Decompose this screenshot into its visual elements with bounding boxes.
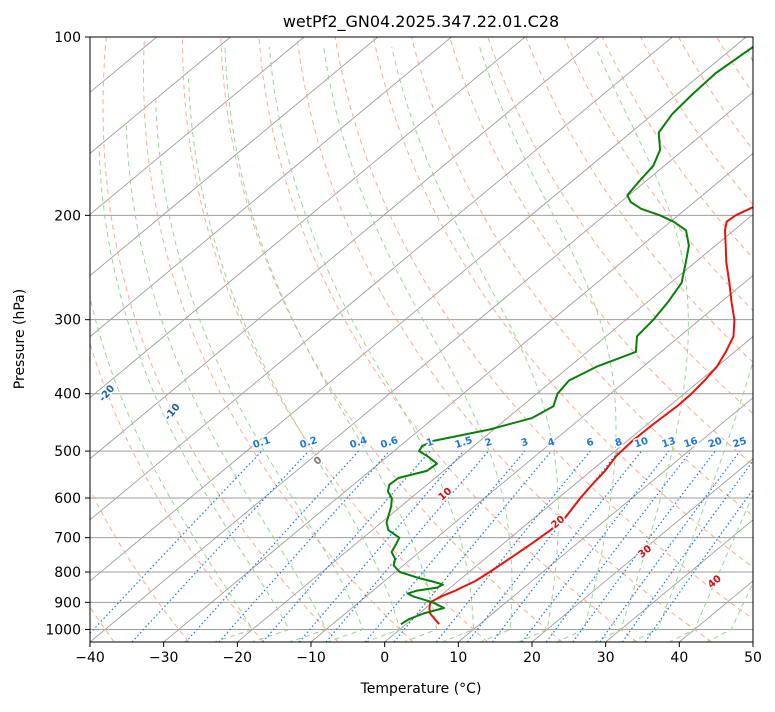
moist-adiabat-line <box>706 47 775 642</box>
y-tick-label: 100 <box>54 30 81 46</box>
mixing-ratio-label: 0.2 <box>299 435 319 451</box>
x-tick-label: 0 <box>380 650 389 666</box>
y-axis-label: Pressure (hPa) <box>12 289 28 389</box>
dry-adiabat-label: -20 <box>97 383 117 404</box>
isotherm-line <box>753 37 775 642</box>
moist-adiabat-line <box>99 151 289 642</box>
x-tick-label: 20 <box>523 650 541 666</box>
dry-adiabat-line <box>259 37 637 642</box>
isotherm-line <box>458 37 775 642</box>
x-axis-label: Temperature (°C) <box>360 681 482 697</box>
dewpoint-profile <box>387 37 768 624</box>
moist-adiabat-line <box>668 47 775 642</box>
mixing-ratio-line <box>546 451 691 642</box>
mixing-ratio-label: 2 <box>484 437 494 450</box>
y-tick-label: 400 <box>54 387 81 403</box>
dry-adiabat-line <box>679 37 775 642</box>
dry-adiabat-line <box>755 37 775 642</box>
mixing-ratio-label: 16 <box>683 436 700 451</box>
isotherm-line <box>90 37 775 642</box>
mixing-ratio-label: 0.4 <box>348 435 368 451</box>
moist-adiabat-line <box>392 47 559 642</box>
isotherm-line <box>0 37 230 642</box>
dry-adiabat-label: -30 <box>32 356 52 377</box>
profile-curves <box>387 37 775 624</box>
mixing-ratio-line <box>600 451 740 642</box>
dry-adiabat-line <box>61 37 264 642</box>
mixing-ratio-line <box>219 451 389 642</box>
mixing-ratio-label: 0.1 <box>252 435 272 451</box>
y-tick-label: 200 <box>54 208 81 224</box>
mixing-ratio-line <box>326 451 489 642</box>
isotherm-line <box>237 37 775 642</box>
dry-adiabat-line <box>183 37 488 642</box>
dry-adiabat-line <box>717 37 775 642</box>
background-lines <box>0 37 775 643</box>
dry-adiabat-label: -10 <box>163 402 183 423</box>
mixing-ratio-label: 4 <box>546 437 556 450</box>
dry-adiabat-line <box>103 37 338 642</box>
mixing-ratio-line <box>263 451 430 642</box>
y-tick-label: 600 <box>54 491 81 507</box>
mixing-ratio-label: 3 <box>520 437 530 450</box>
dry-adiabat-line <box>641 37 775 642</box>
isotherm-line <box>0 37 378 642</box>
dry-adiabat-line <box>335 37 775 642</box>
isotherm-line <box>0 37 451 642</box>
moist-adiabat-label: 30 <box>636 543 654 560</box>
dry-adiabat-line <box>450 37 775 642</box>
y-tick-label: 500 <box>54 444 81 460</box>
mixing-ratio-line <box>132 451 309 642</box>
x-tick-label: 10 <box>449 650 467 666</box>
line-labels: 0.10.20.40.611.52346810131620253036-100-… <box>0 41 775 591</box>
isotherm-line <box>0 37 304 642</box>
isotherm-line <box>679 37 775 642</box>
chart-title: wetPf2_GN04.2025.347.22.01.C28 <box>283 12 559 32</box>
mixing-ratio-label: 25 <box>732 436 749 451</box>
x-tick-label: −20 <box>223 650 253 666</box>
x-tick-label: 40 <box>670 650 688 666</box>
y-tick-label: 700 <box>54 531 81 547</box>
mixing-ratio-label: 6 <box>585 437 595 450</box>
moist-adiabat-line <box>269 47 473 642</box>
y-tick-label: 800 <box>54 565 81 581</box>
mixing-ratio-line <box>82 451 262 642</box>
mixing-ratio-label: 20 <box>707 436 724 451</box>
mixing-ratio-line <box>645 451 775 642</box>
x-tick-label: −30 <box>149 650 179 666</box>
dry-adiabat-line <box>144 37 413 642</box>
x-tick-label: −40 <box>75 650 105 666</box>
isotherm-line <box>0 37 525 642</box>
dry-adiabat-line <box>564 37 775 642</box>
x-tick-label: 50 <box>744 650 762 666</box>
moist-adiabat-label: 0 <box>312 455 324 468</box>
isotherm-line <box>385 37 775 642</box>
x-tick-label: 30 <box>597 650 615 666</box>
isotherm-line <box>164 37 775 642</box>
mixing-ratio-label: 30 <box>752 436 769 451</box>
y-tick-label: 300 <box>54 313 81 329</box>
x-tick-label: −10 <box>296 650 326 666</box>
moist-adiabat-line <box>126 124 326 643</box>
y-tick-label: 900 <box>54 595 81 611</box>
mixing-ratio-line <box>365 451 525 642</box>
y-tick-label: 1000 <box>45 622 81 638</box>
moist-adiabat-label: 40 <box>706 573 724 590</box>
dry-adiabat-line <box>412 37 775 642</box>
mixing-ratio-label: 1 <box>425 437 435 450</box>
moist-adiabat-label: 10 <box>437 486 455 503</box>
